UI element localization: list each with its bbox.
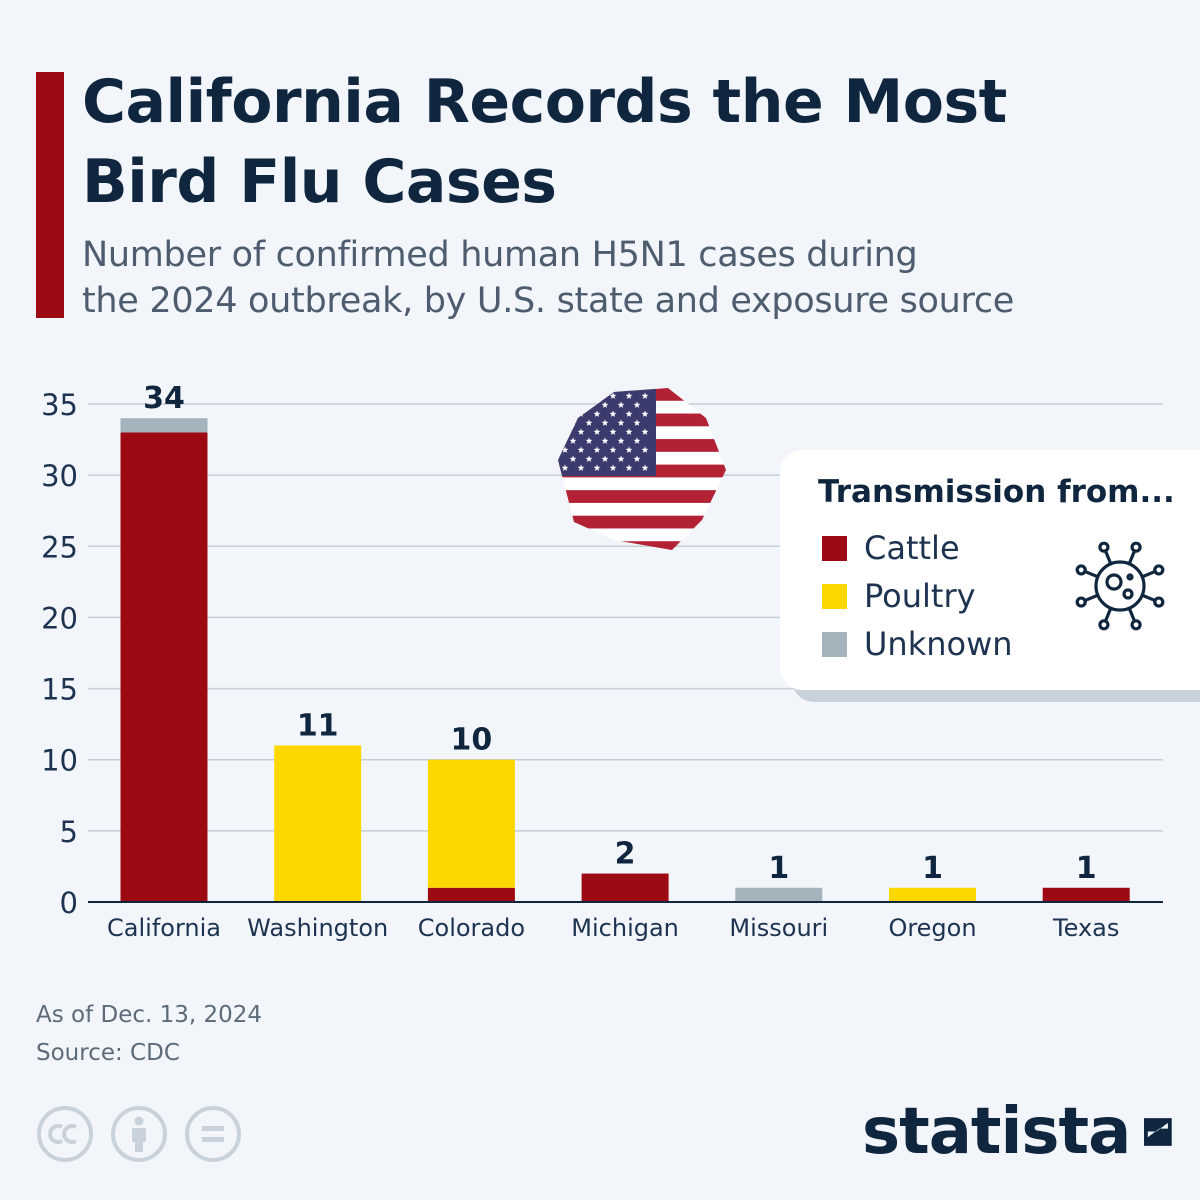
legend-item-poultry: Poultry	[822, 576, 976, 616]
x-tick-label: Michigan	[571, 914, 679, 942]
legend-label-poultry: Poultry	[864, 577, 976, 615]
no-derivatives-icon[interactable]	[184, 1105, 242, 1163]
legend-title: Transmission from...	[818, 474, 1175, 510]
cc-icon[interactable]	[36, 1105, 94, 1163]
data-label: 1	[1076, 851, 1097, 886]
y-tick-label: 25	[41, 530, 78, 564]
x-tick-label: Oregon	[888, 914, 976, 942]
legend-item-cattle: Cattle	[822, 528, 960, 568]
data-label: 1	[922, 851, 943, 886]
virus-icon	[1075, 541, 1165, 631]
chart-title-line1: California Records the Most	[82, 67, 1007, 137]
bar-segment-unknown	[735, 887, 823, 902]
y-tick-label: 35	[41, 388, 78, 422]
legend: Transmission from... Cattle Poultry Unkn…	[780, 450, 1200, 690]
legend-label-cattle: Cattle	[864, 529, 960, 567]
legend-swatch-cattle	[822, 535, 847, 561]
statista-brand[interactable]: statista	[862, 1092, 1172, 1172]
x-tick-label: Missouri	[729, 914, 828, 942]
x-tick-label: Colorado	[418, 914, 525, 942]
title-accent-bar	[36, 72, 64, 318]
license-icons	[36, 1105, 242, 1163]
note-source: Source: CDC	[36, 1040, 180, 1066]
chart-title-line2: Bird Flu Cases	[82, 147, 557, 217]
bar-segment-poultry	[889, 887, 976, 902]
bar-segment-poultry	[274, 745, 362, 902]
chart-title: California Records the Most Bird Flu Cas…	[82, 62, 1132, 222]
legend-label-unknown: Unknown	[864, 625, 1013, 663]
bar-segment-cattle	[120, 432, 208, 902]
legend-swatch-unknown	[822, 631, 847, 657]
y-tick-label: 0	[60, 886, 78, 920]
bar-segment-cattle	[427, 887, 515, 902]
statista-wordmark: statista	[862, 1095, 1131, 1169]
x-tick-label: California	[107, 914, 221, 942]
bar-segment-cattle	[581, 873, 669, 902]
bar-segment-poultry	[427, 759, 515, 888]
y-tick-label: 5	[60, 815, 78, 849]
chart-subtitle: Number of confirmed human H5N1 cases dur…	[82, 232, 1142, 324]
statista-logo-icon	[1144, 1118, 1172, 1146]
bar-segment-cattle	[1042, 887, 1130, 902]
data-label: 1	[768, 851, 789, 886]
y-tick-label: 30	[41, 459, 78, 493]
y-tick-label: 10	[41, 744, 78, 778]
data-label: 2	[615, 837, 636, 872]
chart-subtitle-line2: the 2024 outbreak, by U.S. state and exp…	[82, 281, 1015, 321]
x-tick-label: Washington	[247, 914, 388, 942]
chart-subtitle-line1: Number of confirmed human H5N1 cases dur…	[82, 235, 918, 275]
legend-swatch-poultry	[822, 583, 847, 609]
attribution-icon[interactable]	[110, 1105, 168, 1163]
bar-segment-unknown	[120, 418, 208, 433]
x-tick-label: Texas	[1052, 914, 1119, 942]
note-as-of: As of Dec. 13, 2024	[36, 1002, 263, 1028]
y-tick-label: 15	[41, 673, 78, 707]
data-label: 34	[143, 381, 185, 416]
data-label: 10	[451, 723, 493, 758]
legend-item-unknown: Unknown	[822, 624, 1013, 664]
y-tick-label: 20	[41, 601, 78, 635]
us-flag-icon	[558, 388, 726, 550]
data-label: 11	[297, 708, 339, 743]
